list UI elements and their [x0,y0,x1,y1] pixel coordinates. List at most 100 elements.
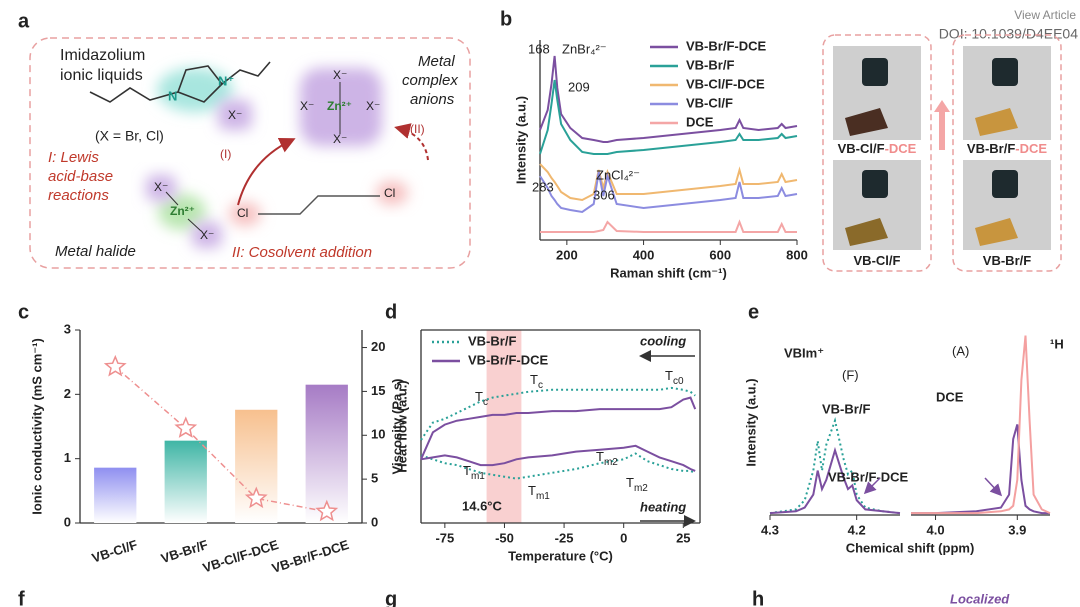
view-article[interactable]: View Article [1014,8,1076,22]
x-tick-label: 3.9 [1008,522,1026,537]
frame [822,34,932,272]
annotation: VB-Br/F [822,401,870,416]
data-line [911,424,1050,515]
y-tick-label: 1 [64,450,71,465]
glow [300,68,382,146]
liquid [845,218,888,246]
panel-letter: c [18,301,29,323]
label: Imidazolium [60,47,145,64]
x-axis-title: Temperature (°C) [508,548,613,563]
panel-letter: g [385,588,397,607]
y-axis-title: Heat flow (a.u.) [394,380,409,472]
x-tick-label: 4.2 [848,522,866,537]
atom: Zn²⁺ [170,204,195,218]
annotation-sub: m2 [634,483,648,494]
data-line [420,452,696,480]
liquid [975,218,1018,246]
data-line [540,219,797,233]
vial-cap [992,58,1018,86]
annotation: Tm1 [463,463,485,481]
glow [229,202,261,226]
annotation-main: T [463,463,471,478]
atom: N⁺ [218,73,234,88]
data-line [539,171,798,214]
label: ionic liquids [60,67,143,84]
y-axis-title: Intensity (a.u.) [513,96,528,184]
glow [218,100,252,130]
annotation: 168 [528,41,550,56]
panel-letter: a [18,10,30,32]
label: reactions [48,187,109,204]
annotation: 209 [568,79,590,94]
vial-cap [992,170,1018,198]
panel-letter: b [500,8,512,30]
x-tick-label: 200 [556,247,578,262]
annotation: cooling [640,333,686,348]
chain [258,195,380,215]
star-marker [244,486,268,509]
bar [94,467,137,523]
x-tick-label: -75 [435,530,454,545]
label: II: Cosolvent addition [232,244,372,261]
label: complex [402,72,458,89]
annotation-main: T [475,389,483,404]
x-axis-title: Raman shift (cm⁻¹) [610,265,727,280]
panel-letter: d [385,301,397,323]
data-line [539,163,798,202]
glow [192,222,222,248]
doi[interactable]: DOI: 10.1039/D4EE04 [939,26,1079,42]
y2-tick-label: 15 [371,383,385,398]
arrow [934,100,950,150]
atom: X⁻ [300,99,314,113]
y-axis-title: Intensity (a.u.) [743,378,758,466]
photos [822,34,1062,272]
step-label: (II) [410,122,425,136]
atom: X⁻ [333,132,347,146]
data-line [420,444,696,472]
arrow [394,123,429,161]
annotation-main: T [530,372,538,387]
data-line [769,446,901,515]
y2-tick-label: 10 [371,427,385,442]
x-tick-label: VB-Cl/F-DCE [201,537,281,576]
legend-label: VB-Br/F-DCE [686,38,766,53]
arrow [984,477,1003,497]
x-tick-label: -50 [495,530,514,545]
glow [376,181,408,205]
photo-label-part: VB-Cl/F [838,141,885,156]
annotation-sub: c0 [673,376,684,387]
annotation: DCE [936,389,964,404]
annotation: Tc [530,372,543,390]
panel-a: Imidazolium ionic liquids N N⁺ X⁻ (X = B… [29,37,471,269]
annotation-sub: c [538,380,543,391]
annotation: 306 [593,187,615,202]
legend-label: DCE [686,114,714,129]
data-line [769,417,901,515]
panel-letter: h [752,588,764,607]
atom: X⁻ [366,99,380,113]
star-marker [174,416,198,438]
y-axis-title: Ionic conductivity (mS cm⁻¹) [29,338,44,515]
annotation-sub: m1 [471,471,485,482]
legend-label: VB-Br/F [686,57,734,72]
y2-axis-title: Viscosity (Pa s) [389,379,404,475]
photo-label-part: -DCE [885,141,917,156]
atom: X⁻ [154,180,168,194]
x-tick-label: 4.3 [761,522,779,537]
legend-label: VB-Br/F [468,333,516,348]
photo-label-part: VB-Cl/F [854,253,901,268]
star-marker [315,499,339,522]
liquid [845,108,888,136]
bond [187,218,202,232]
y2-tick-label: 20 [371,339,385,354]
atom: N [168,88,177,103]
annotation: 14.6°C [462,498,503,513]
atom: X⁻ [200,228,214,242]
annotation-sub: c [483,397,488,408]
chain [89,87,179,103]
annotation: VB-Br/F-DCE [828,469,908,484]
atom: X⁻ [333,68,347,82]
data-line [911,335,1051,515]
panel-letter: f [18,588,25,607]
